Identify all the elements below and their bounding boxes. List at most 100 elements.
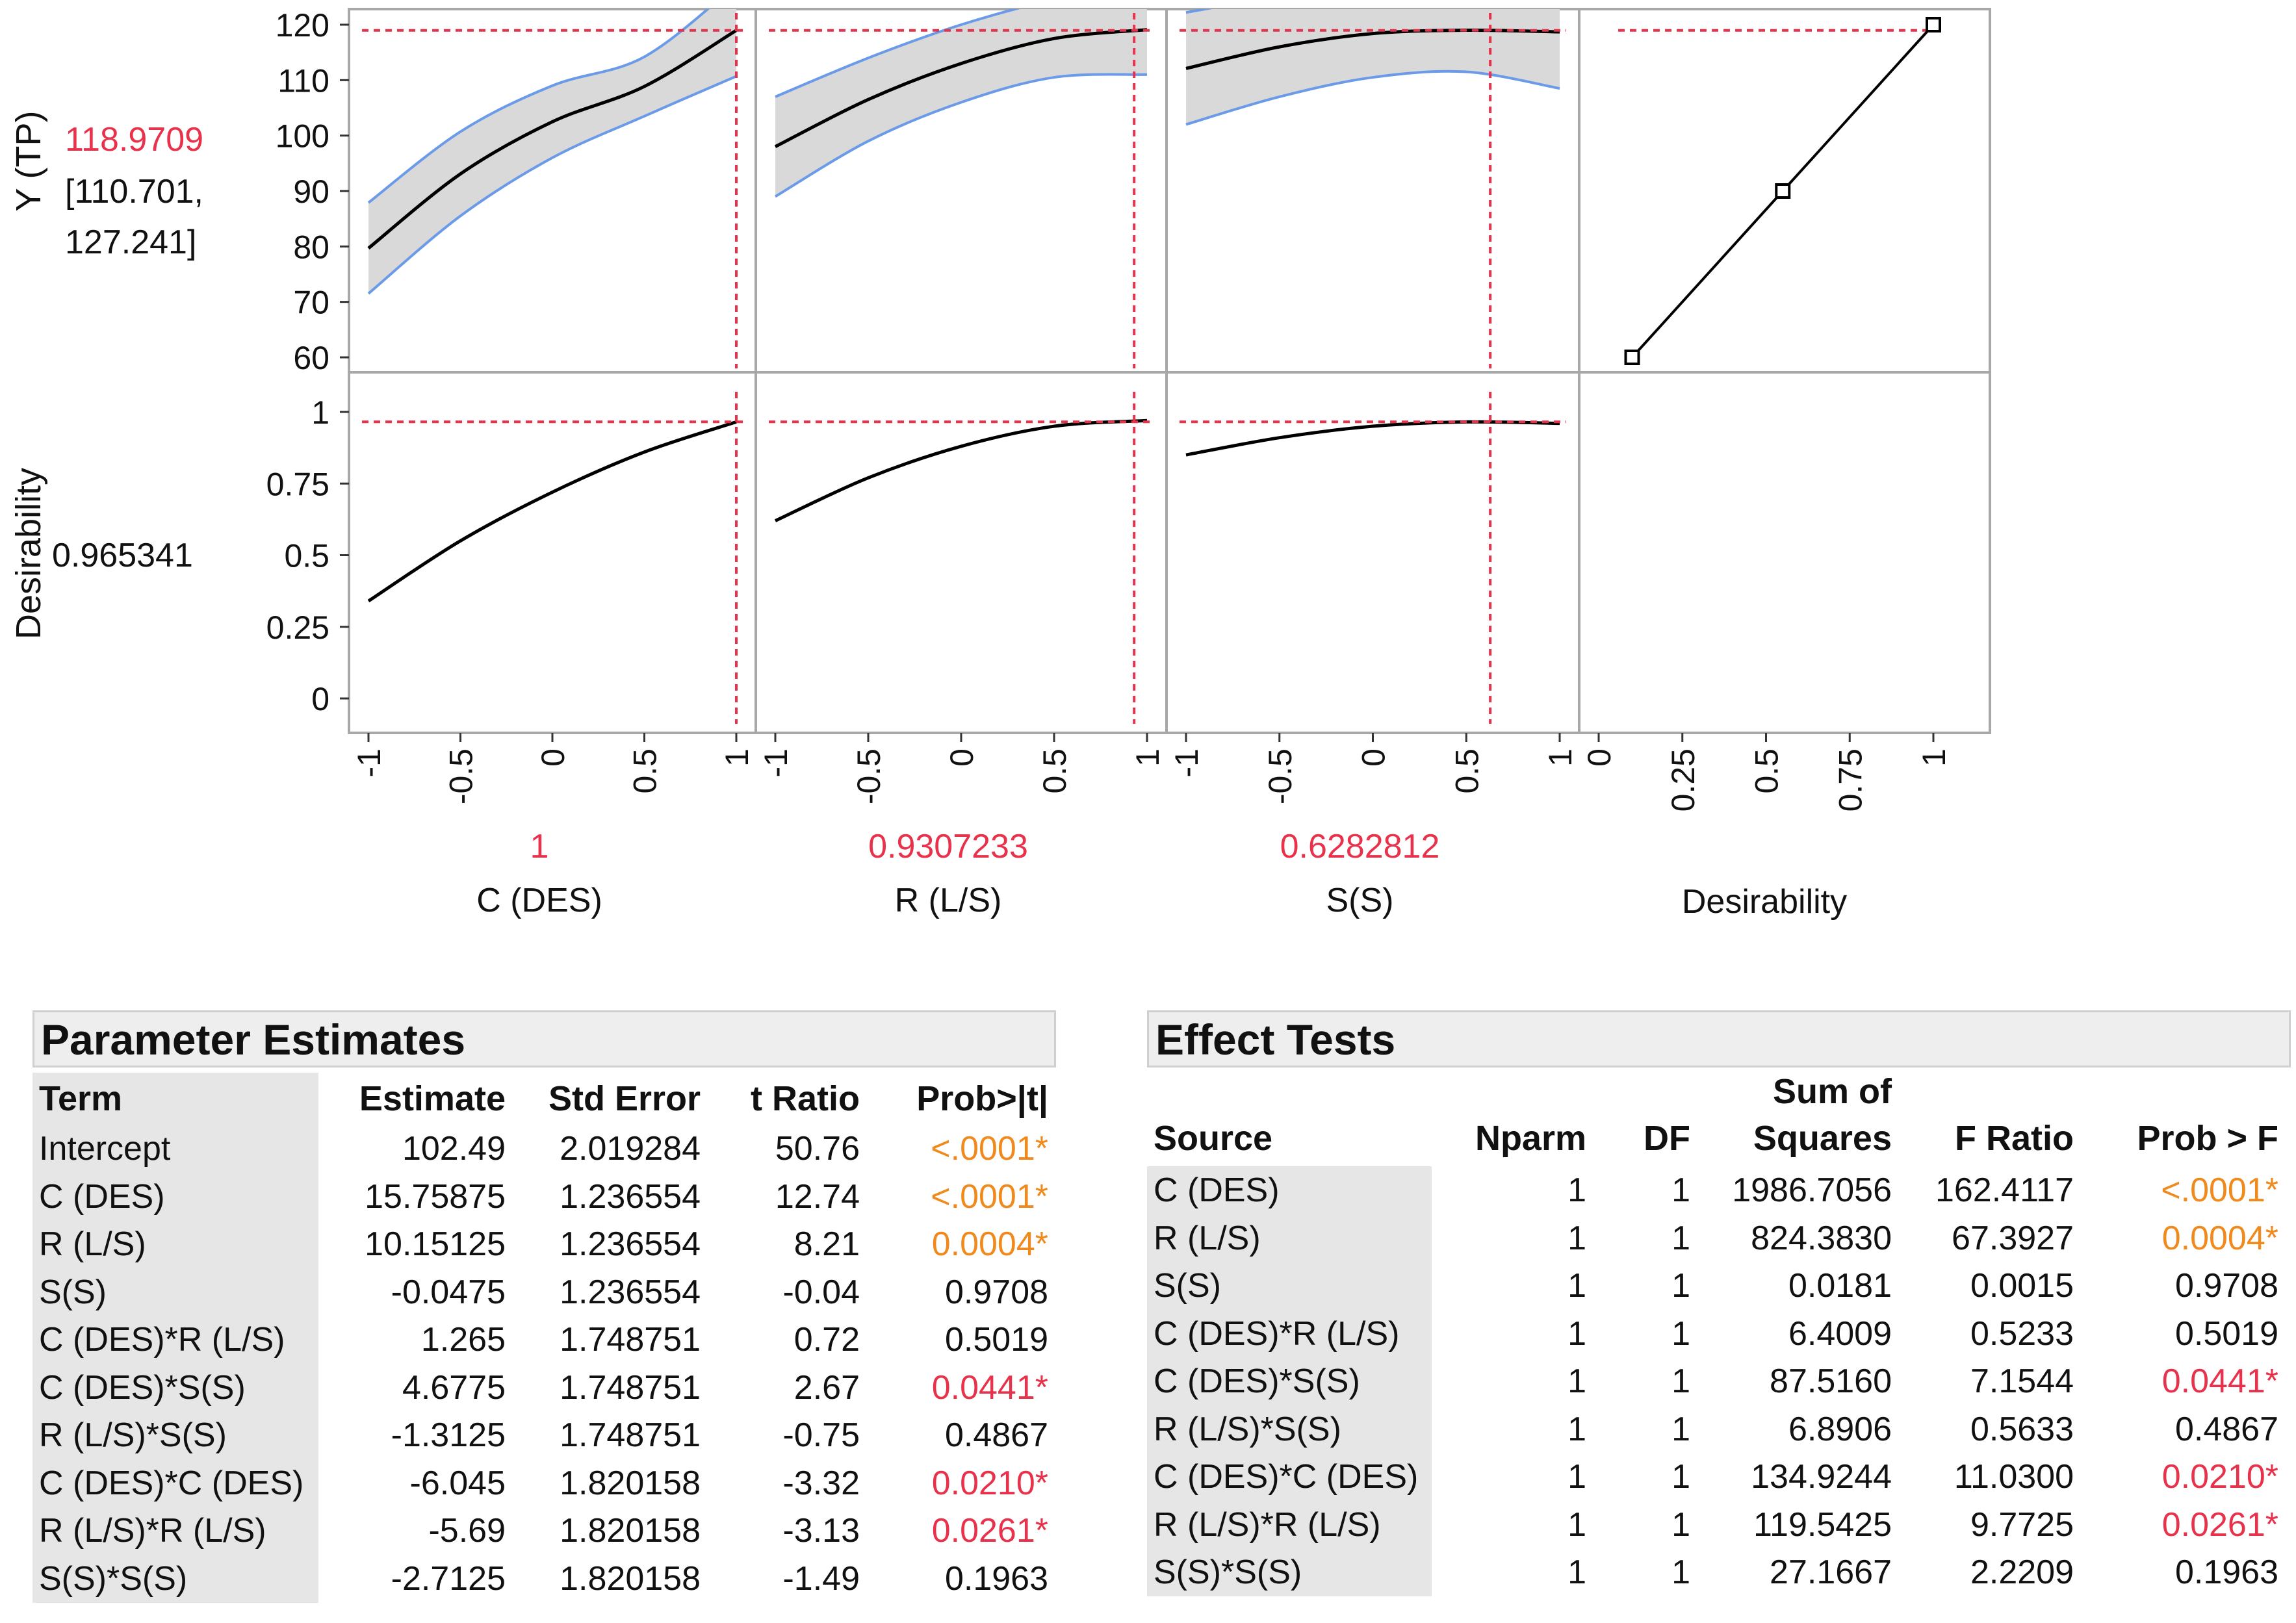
pe-term-cell: R (L/S)*R (L/S) — [32, 1507, 318, 1555]
pe-t-ratio-cell: 12.74 — [775, 1177, 860, 1216]
pe-prob-cell: 0.5019 — [944, 1321, 1048, 1359]
squares-header: Squares — [1753, 1119, 1892, 1158]
pe-prob-cell: 0.0261* — [931, 1512, 1048, 1550]
et-ss-cell: 6.8906 — [1788, 1410, 1892, 1448]
pe-std-error-cell: 1.748751 — [560, 1321, 701, 1359]
et-prob-cell: 0.0004* — [2161, 1219, 2278, 1257]
factor-name: S(S) — [1326, 882, 1394, 919]
et-ss-cell: 1986.7056 — [1732, 1171, 1892, 1209]
et-df-cell: 1 — [1671, 1171, 1690, 1209]
upper-ci-line — [775, 9, 1020, 98]
x-axis-tick-label: -0.5 — [443, 748, 480, 804]
pe-term-cell: R (L/S) — [32, 1220, 318, 1268]
et-df-cell: 1 — [1671, 1314, 1690, 1353]
et-df-cell: 1 — [1671, 1362, 1690, 1400]
y-axis-tick-label: 80 — [293, 229, 329, 265]
pe-std-error-cell: 1.748751 — [560, 1416, 701, 1454]
pe-t-ratio-cell: 0.72 — [793, 1321, 860, 1359]
pe-term-cell: C (DES) — [32, 1172, 318, 1221]
x-axis-tick-label: 0 — [535, 748, 571, 767]
pe-estimate-cell: 10.15125 — [365, 1225, 506, 1263]
desirability-handle — [1926, 17, 1941, 32]
pe-std-error-cell: 1.820158 — [560, 1512, 701, 1550]
factor-current-value: 1 — [530, 828, 549, 865]
pe-prob-cell: <.0001* — [931, 1130, 1048, 1168]
et-source-cell: C (DES)*R (L/S) — [1147, 1309, 1432, 1358]
pe-term-cell: C (DES)*R (L/S) — [32, 1316, 318, 1364]
lower-ci-line — [1185, 70, 1560, 126]
prob-f-header: Prob > F — [2137, 1119, 2278, 1158]
source-header: Source — [1154, 1119, 1273, 1158]
x-axis-tick-label: 1 — [1129, 748, 1166, 767]
x-axis-tick-label: 0.5 — [627, 748, 664, 794]
pe-t-ratio-cell: -1.49 — [782, 1559, 860, 1598]
x-axis-tick-label: -0.5 — [851, 748, 887, 804]
df-header: DF — [1644, 1119, 1690, 1158]
y-response-label: Y (TP) — [9, 110, 48, 211]
et-df-cell: 1 — [1671, 1267, 1690, 1305]
et-prob-cell: 0.9708 — [2174, 1267, 2278, 1305]
prediction-curve — [1185, 28, 1560, 70]
et-prob-cell: 0.0210* — [2161, 1458, 2278, 1496]
pe-estimate-cell: -5.69 — [428, 1512, 506, 1550]
pe-prob-cell: <.0001* — [931, 1177, 1048, 1216]
et-nparm-cell: 1 — [1567, 1314, 1586, 1353]
pe-prob-cell: 0.9708 — [944, 1273, 1048, 1311]
pe-std-error-cell: 1.820158 — [560, 1464, 701, 1502]
x-axis-tick-label: 1 — [1542, 748, 1579, 767]
y-ci-lower: [110.701, — [65, 173, 203, 211]
confidence-band — [368, 9, 736, 294]
et-prob-cell: 0.0261* — [2161, 1505, 2278, 1544]
desirability-handle — [1624, 350, 1640, 365]
confidence-band — [775, 9, 1147, 197]
pe-std-error-cell: 2.019284 — [560, 1130, 701, 1168]
factor-panel-2-y — [774, 9, 1148, 198]
pe-term-cell: C (DES)*C (DES) — [32, 1459, 318, 1507]
x-axis-tick-label: -1 — [758, 748, 794, 777]
desirability-curve — [367, 420, 737, 603]
prediction-curve — [367, 29, 738, 250]
nparm-header: Nparm — [1475, 1119, 1586, 1158]
et-nparm-cell: 1 — [1567, 1505, 1586, 1544]
et-f-ratio-cell: 9.7725 — [1970, 1505, 2074, 1544]
y-axis-tick-label: 110 — [277, 62, 329, 99]
lower-ci-line — [774, 73, 1148, 198]
pe-t-ratio-cell: -0.04 — [782, 1273, 860, 1311]
pe-t-ratio-cell: 2.67 — [793, 1368, 860, 1407]
upper-ci-line — [367, 9, 710, 204]
y-axis-tick-label: 70 — [293, 285, 329, 321]
y-axis-tick-label: 60 — [293, 340, 329, 376]
et-f-ratio-cell: 0.5233 — [1970, 1314, 2074, 1353]
desirability-x-tick-label: 0.25 — [1665, 748, 1701, 812]
pe-t-ratio-cell: 8.21 — [793, 1225, 860, 1263]
x-axis-tick-label: 0.5 — [1037, 748, 1073, 794]
t-ratio-header: t Ratio — [751, 1079, 860, 1118]
et-nparm-cell: 1 — [1567, 1219, 1586, 1257]
y-axis-tick-label: 120 — [276, 7, 329, 44]
et-nparm-cell: 1 — [1567, 1362, 1586, 1400]
pe-std-error-cell: 1.236554 — [560, 1177, 701, 1216]
et-prob-cell: 0.4867 — [2174, 1410, 2278, 1448]
et-ss-cell: 824.3830 — [1751, 1219, 1892, 1257]
desirability-axis-tick-label: 0.75 — [266, 466, 329, 502]
pe-estimate-cell: 102.49 — [402, 1130, 506, 1168]
et-ss-cell: 134.9244 — [1751, 1458, 1892, 1496]
y-current-value: 118.9709 — [65, 121, 203, 159]
pe-estimate-cell: -2.7125 — [391, 1559, 506, 1598]
et-prob-cell: 0.1963 — [2174, 1553, 2278, 1591]
et-source-cell: R (L/S)*R (L/S) — [1147, 1500, 1432, 1549]
pe-term-cell: C (DES)*S(S) — [32, 1363, 318, 1412]
factor-panel-3-y — [1185, 9, 1560, 126]
et-nparm-cell: 1 — [1567, 1267, 1586, 1305]
effect-tests-title[interactable]: Effect Tests — [1147, 1010, 2291, 1067]
et-f-ratio-cell: 0.0015 — [1970, 1267, 2074, 1305]
et-nparm-cell: 1 — [1567, 1171, 1586, 1209]
desirability-axis-tick-label: 1 — [311, 394, 329, 431]
desirability-x-tick-label: 0 — [1581, 748, 1618, 767]
et-source-cell: S(S)*S(S) — [1147, 1548, 1432, 1596]
pe-prob-cell: 0.1963 — [944, 1559, 1048, 1598]
parameter-estimates-title[interactable]: Parameter Estimates — [32, 1010, 1056, 1067]
et-df-cell: 1 — [1671, 1410, 1690, 1448]
desirability-axis-tick-label: 0.5 — [284, 538, 329, 574]
